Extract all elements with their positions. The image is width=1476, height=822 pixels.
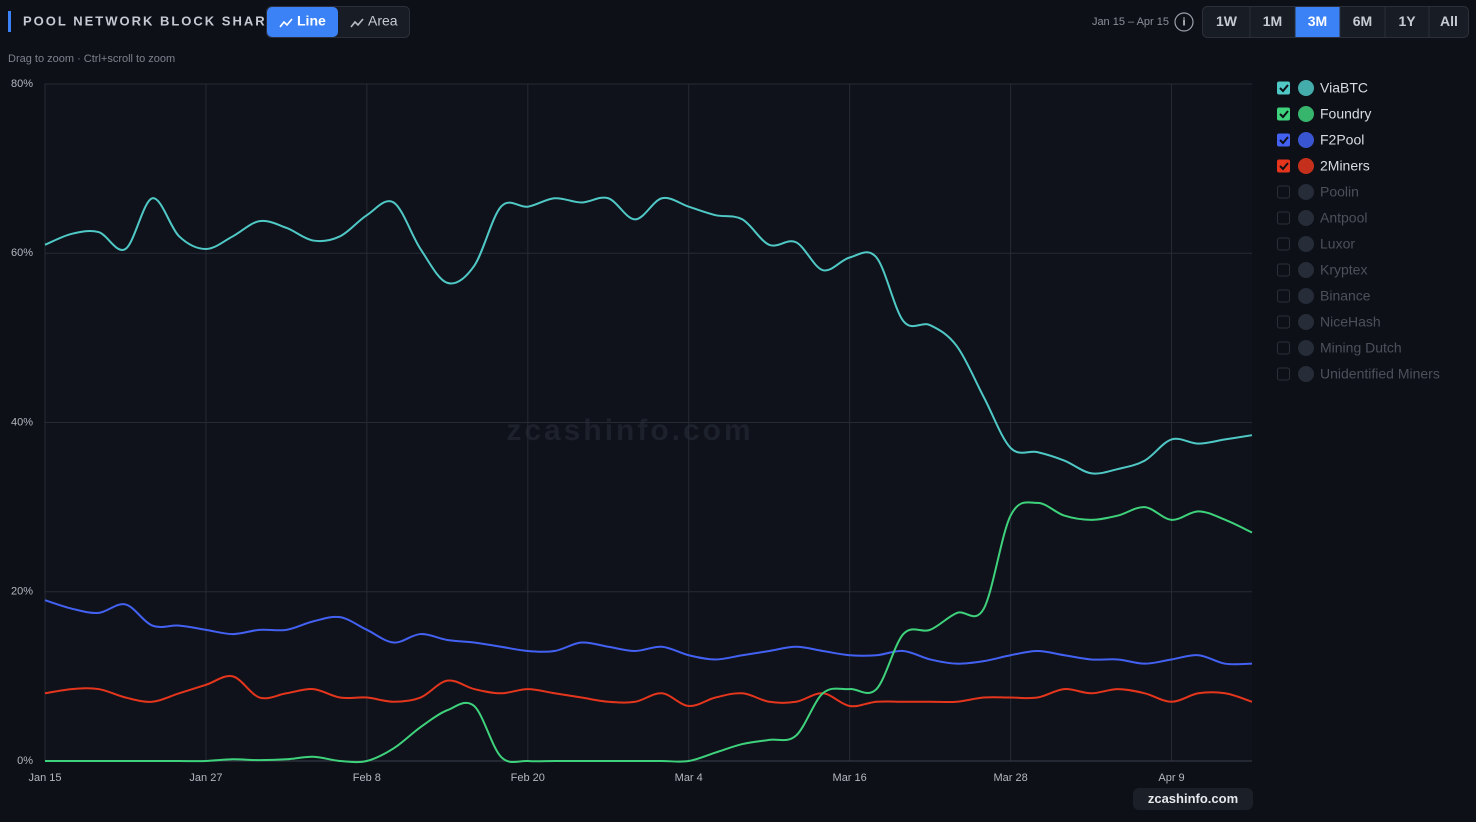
- legend-icon: [1298, 236, 1314, 252]
- y-tick-label: 60%: [11, 247, 33, 259]
- legend-icon: [1298, 314, 1314, 330]
- view-icon: [350, 18, 364, 28]
- legend-checkbox[interactable]: [1277, 81, 1290, 95]
- legend-icon: [1298, 106, 1314, 122]
- legend-checkbox[interactable]: [1277, 315, 1290, 329]
- title-accent: [8, 11, 11, 32]
- info-icon[interactable]: i: [1182, 16, 1185, 28]
- legend-checkbox[interactable]: [1277, 263, 1290, 277]
- legend-check: [1279, 110, 1289, 119]
- watermark: zcashinfo.com: [506, 414, 753, 447]
- legend-icon: [1298, 184, 1314, 200]
- legend-checkbox[interactable]: [1277, 133, 1290, 147]
- range-label[interactable]: 1M: [1263, 13, 1282, 29]
- legend: ViaBTC Foundry F2Pool 2Miners Poolin Antpool L…: [1277, 80, 1440, 382]
- legend-label[interactable]: Luxor: [1320, 236, 1355, 252]
- legend-icon: [1298, 288, 1314, 304]
- x-tick-label: Mar 28: [993, 772, 1027, 784]
- legend-icon: [1298, 80, 1314, 96]
- legend-label[interactable]: NiceHash: [1320, 314, 1381, 330]
- legend-label[interactable]: ViaBTC: [1320, 80, 1368, 96]
- view-label[interactable]: Area: [368, 13, 398, 29]
- x-tick-label: Mar 4: [675, 772, 703, 784]
- range-label[interactable]: 1Y: [1398, 13, 1416, 29]
- legend-checkbox[interactable]: [1277, 159, 1290, 173]
- y-tick-label: 80%: [11, 78, 33, 90]
- legend-label[interactable]: Poolin: [1320, 184, 1359, 200]
- view-label[interactable]: Line: [297, 13, 326, 29]
- controls: Line Area Jan 15 – Apr 15 i 1W 1M 3M 6M 1Y All: [266, 6, 1469, 38]
- legend-icon: [1298, 158, 1314, 174]
- legend-check: [1279, 136, 1289, 145]
- series-line: [44, 675, 1253, 708]
- x-tick-label: Feb 20: [511, 772, 545, 784]
- legend-label[interactable]: Foundry: [1320, 106, 1371, 122]
- legend-label[interactable]: 2Miners: [1320, 158, 1370, 174]
- legend-label[interactable]: Kryptex: [1320, 262, 1367, 278]
- range-label[interactable]: 1W: [1216, 13, 1238, 29]
- view-button[interactable]: [267, 7, 338, 37]
- legend-label[interactable]: Mining Dutch: [1320, 340, 1402, 356]
- info-circle[interactable]: [1174, 12, 1194, 32]
- series-line: [44, 196, 1253, 475]
- view-icon: [279, 18, 293, 28]
- x-tick-label: Mar 16: [833, 772, 867, 784]
- legend-icon: [1298, 210, 1314, 226]
- legend-checkbox[interactable]: [1277, 289, 1290, 303]
- lines: [44, 196, 1253, 764]
- x-tick-label: Feb 8: [353, 772, 381, 784]
- legend-checkbox[interactable]: [1277, 367, 1290, 381]
- y-tick-label: 20%: [11, 586, 33, 598]
- range-label[interactable]: 3M: [1308, 13, 1327, 29]
- legend-icon: [1298, 262, 1314, 278]
- x-tick-label: Jan 15: [28, 772, 61, 784]
- legend-check: [1279, 84, 1289, 93]
- legend-icon: [1298, 132, 1314, 148]
- series-line: [44, 599, 1253, 666]
- y-tick-label: 40%: [11, 416, 33, 428]
- legend-label[interactable]: Binance: [1320, 288, 1371, 304]
- range-button[interactable]: [1295, 7, 1340, 37]
- series-line: [45, 501, 1253, 764]
- legend-checkbox[interactable]: [1277, 341, 1290, 355]
- legend-checkbox[interactable]: [1277, 107, 1290, 121]
- legend-icon: [1298, 340, 1314, 356]
- legend-checkbox[interactable]: [1277, 211, 1290, 225]
- legend-icon: [1298, 366, 1314, 382]
- badge: zcashinfo.com: [1148, 791, 1238, 806]
- date-range: Jan 15 – Apr 15: [1092, 16, 1169, 28]
- legend-label[interactable]: Antpool: [1320, 210, 1367, 226]
- x-tick-label: Jan 27: [189, 772, 222, 784]
- chart-title: POOL NETWORK BLOCK SHARE: [23, 13, 277, 28]
- range-label[interactable]: All: [1440, 13, 1458, 29]
- grid: 0% 20% 40% 60% 80% Jan 15 Jan 27 Feb 8 Feb 20 Mar…: [11, 78, 1252, 784]
- legend-checkbox[interactable]: [1277, 185, 1290, 199]
- x-tick-label: Apr 9: [1158, 772, 1184, 784]
- legend-label[interactable]: Unidentified Miners: [1320, 366, 1440, 382]
- legend-label[interactable]: F2Pool: [1320, 132, 1364, 148]
- range-label[interactable]: 6M: [1353, 13, 1372, 29]
- y-tick-label: 0%: [17, 755, 33, 767]
- legend-check: [1279, 162, 1289, 171]
- zoom-hint: Drag to zoom · Ctrl+scroll to zoom: [8, 53, 175, 65]
- legend-checkbox[interactable]: [1277, 237, 1290, 251]
- badge-bg: [1133, 788, 1253, 810]
